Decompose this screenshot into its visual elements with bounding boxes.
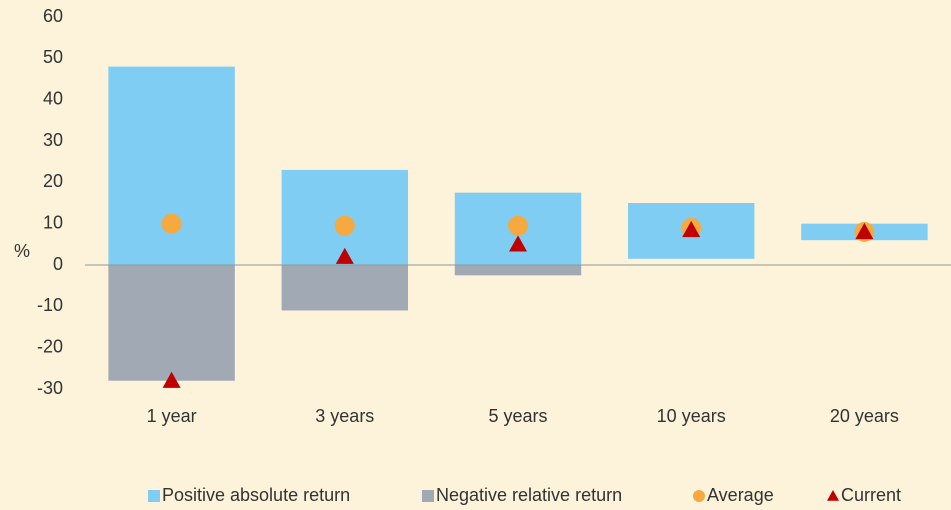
legend-swatch (693, 490, 705, 502)
legend-swatch (422, 490, 434, 502)
average-marker (161, 213, 182, 234)
y-tick-label: 20 (43, 171, 63, 191)
legend-label: Current (841, 485, 901, 505)
current-marker (162, 371, 181, 388)
y-tick-label: 10 (43, 212, 63, 232)
average-marker (508, 215, 528, 236)
x-tick-label: 3 years (315, 406, 374, 426)
x-tick-label: 1 year (147, 406, 197, 426)
y-tick-label: -20 (37, 336, 63, 356)
x-tick-label: 10 years (657, 406, 726, 426)
legend-swatch (827, 490, 839, 501)
legend-label: Average (707, 485, 774, 505)
legend-label: Positive absolute return (162, 485, 350, 505)
bar (454, 265, 582, 276)
y-axis-label: % (14, 241, 30, 261)
y-tick-label: 50 (43, 47, 63, 67)
y-tick-label: 0 (53, 254, 63, 274)
x-tick-label: 5 years (488, 406, 547, 426)
current-marker (335, 247, 354, 264)
current-marker (509, 235, 527, 252)
current-marker (682, 220, 701, 238)
current-marker (855, 222, 874, 240)
y-tick-label: 30 (43, 130, 63, 150)
bar (108, 265, 235, 381)
average-marker (334, 215, 355, 236)
legend-swatch (148, 490, 160, 502)
y-tick-label: -10 (37, 295, 63, 315)
x-tick-label: 20 years (830, 406, 899, 426)
y-tick-label: 60 (43, 6, 63, 26)
bar (281, 265, 409, 311)
bar (108, 66, 235, 265)
legend-label: Negative relative return (436, 485, 622, 505)
y-tick-label: 40 (43, 88, 63, 108)
y-tick-label: -30 (37, 378, 63, 398)
